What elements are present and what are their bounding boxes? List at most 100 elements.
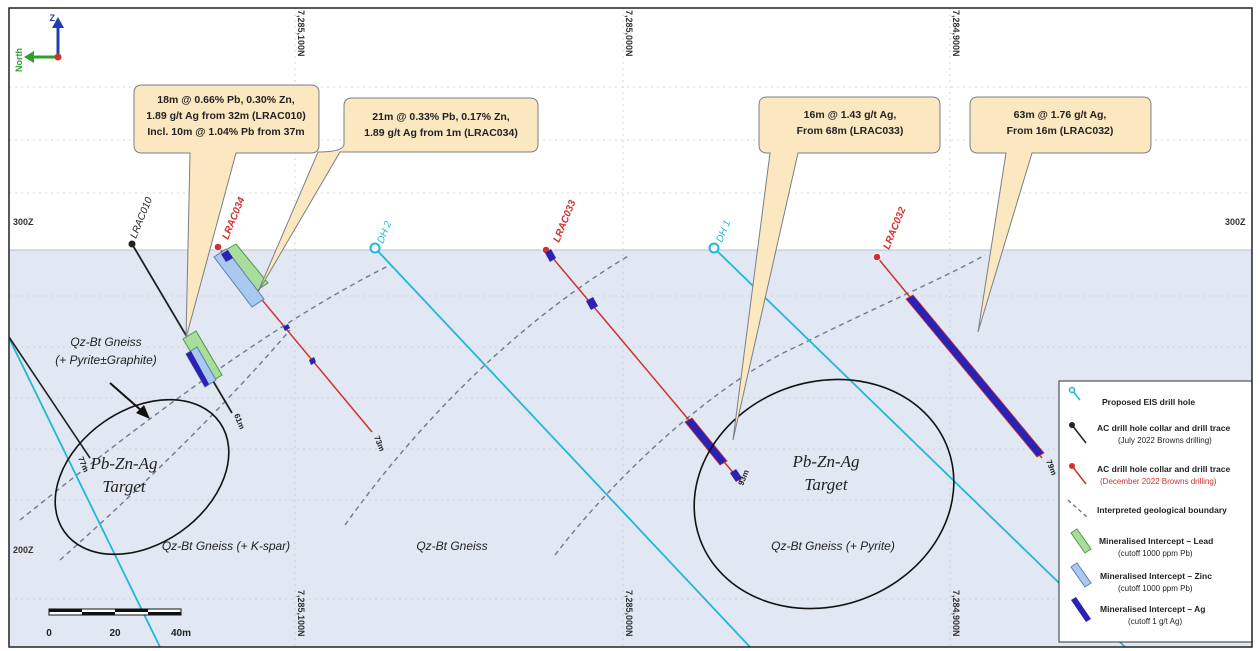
legend-dec-sub: (December 2022 Browns drilling) [1100,477,1217,486]
dh2-trace [374,247,751,647]
easting-bottom-3: 7,284,900N [951,590,961,637]
right-target-ellipse [693,378,955,610]
left-target-label-1: Pb-Zn-Ag [89,454,157,473]
geological-boundaries [19,254,986,561]
legend-box [1058,380,1253,643]
lrac010-hole [128,240,233,414]
legend-lead-sub: (cutoff 1000 ppm Pb) [1118,549,1193,558]
legend-july-sub: (July 2022 Browns drilling) [1118,436,1212,445]
lrac033-silver-intercept-1 [545,249,556,262]
legend-july-icon [1071,424,1087,444]
lrac010-silver-intercept [186,351,209,387]
lrac034-zinc-intercept [213,248,265,308]
geology-label-graphite-2: (+ Pyrite±Graphite) [55,353,157,367]
callout-lrac033: 16m @ 1.43 g/t Ag, From 68m (LRAC033) [732,96,941,441]
scale-seg-2 [82,612,115,615]
up-arrow-head [52,17,64,28]
callout-lrac010: 18m @ 0.66% Pb, 0.30% Zn, 1.89 g/t Ag fr… [133,84,320,339]
proposed-hole-left-trace [9,339,161,647]
map-frame [8,7,1253,648]
legend-lead-icon [1070,528,1092,554]
dh2-collar [369,242,381,254]
orientation-arrows: Z North [14,13,64,72]
scale-seg-1 [49,609,82,612]
legend-zinc-label: Mineralised Intercept – Zinc [1100,571,1212,581]
legend-ag-sub: (cutoff 1 g/t Ag) [1128,617,1182,626]
callout-lrac034-line-1: 21m @ 0.33% Pb, 0.17% Zn, [372,111,510,123]
lrac033-hole [541,245,742,483]
callout-lrac010-line-2: 1.89 g/t Ag from 32m (LRAC010) [146,110,305,122]
geology-label-pyrite: Qz-Bt Gneiss (+ Pyrite) [771,539,895,553]
easting-bottom-1: 7,285,100N [296,590,306,637]
legend-zinc-icon [1070,562,1092,588]
legend: Proposed EIS drill hole AC drill hole co… [1058,380,1253,643]
right-target-label-1: Pb-Zn-Ag [791,452,859,471]
legend-proposed-label: Proposed EIS drill hole [1102,397,1195,407]
elevation-300-right: 300Z [1225,217,1246,227]
boundary-2 [59,329,291,561]
scale-seg-3 [115,609,148,612]
callout-lrac010-line-3: Incl. 10m @ 1.04% Pb from 37m [147,126,304,138]
legend-boundary-icon [1067,499,1089,519]
scale-label-40: 40m [171,628,191,639]
lrac034-silver-intercept-3 [309,357,316,365]
elevation-300-left: 300Z [13,217,34,227]
callout-lrac032-line-2: From 16m (LRAC032) [1007,125,1114,137]
legend-dec-icon [1071,465,1087,485]
north-arrow-head [24,51,34,63]
ground-area [9,250,1252,647]
lrac032-silver-intercept [905,294,1045,458]
north-label: North [14,48,24,72]
scale-bar: 0 20 40m [46,608,191,639]
lrac010-collar [128,240,136,248]
lrac032-collar [872,252,882,262]
geology-arrow-head [136,405,150,419]
legend-ag-icon [1071,597,1091,622]
callout-lrac010-line-1: 18m @ 0.66% Pb, 0.30% Zn, [157,94,295,106]
easting-bottom-2: 7,285,000N [624,590,634,637]
scale-seg-4 [148,612,181,615]
easting-top-1: 7,285,100N [296,10,306,57]
geology-label-gneiss: Qz-Bt Gneiss [416,539,487,553]
dh1-collar [708,242,720,254]
legend-dec-label: AC drill hole collar and drill trace [1097,464,1230,474]
lrac034-silver-intercept-1 [221,250,233,262]
left-target-ellipse [54,398,230,556]
easting-top-2: 7,285,000N [624,10,634,57]
geology-label-kspar: Qz-Bt Gneiss (+ K-spar) [162,539,290,553]
legend-boundary-label: Interpreted geological boundary [1097,505,1227,515]
left-target-label-2: Target [102,477,146,496]
callout-lrac033-line-1: 16m @ 1.43 g/t Ag, [804,109,897,121]
legend-july-label: AC drill hole collar and drill trace [1097,423,1230,433]
boundary-3 [344,254,631,526]
up-label: Z [50,13,56,23]
callout-lrac032-line-1: 63m @ 1.76 g/t Ag, [1014,109,1107,121]
scale-label-0: 0 [46,628,52,639]
right-target-label-2: Target [804,475,848,494]
dh1-trace [713,247,1126,647]
lrac034-collar [213,242,223,252]
left-hole-trace [9,336,91,459]
legend-ag-label: Mineralised Intercept – Ag [1100,604,1206,614]
lrac034-hole [213,242,373,433]
grid-lines [9,8,1252,647]
elevation-200-left: 200Z [13,545,34,555]
legend-zinc-sub: (cutoff 1000 ppm Pb) [1118,584,1193,593]
callout-lrac034-line-2: 1.89 g/t Ag from 1m (LRAC034) [364,127,518,139]
boundary-4 [554,254,986,556]
lrac033-silver-intercept-2 [586,297,598,310]
legend-lead-label: Mineralised Intercept – Lead [1099,536,1213,546]
easting-top-3: 7,284,900N [951,10,961,57]
lrac033-silver-intercept-3 [684,417,728,466]
geology-arrow-line [109,382,144,413]
callout-lrac033-line-2: From 68m (LRAC033) [797,125,904,137]
scale-label-20: 20 [109,628,121,639]
lrac034-silver-intercept-2 [283,324,290,331]
callout-lrac032: 63m @ 1.76 g/t Ag, From 16m (LRAC032) [969,96,1152,333]
callout-lrac034: 21m @ 0.33% Pb, 0.17% Zn, 1.89 g/t Ag fr… [257,97,539,293]
boundary-1 [19,264,391,521]
lrac032-hole [872,252,1045,459]
geology-label-graphite-1: Qz-Bt Gneiss [70,335,141,349]
